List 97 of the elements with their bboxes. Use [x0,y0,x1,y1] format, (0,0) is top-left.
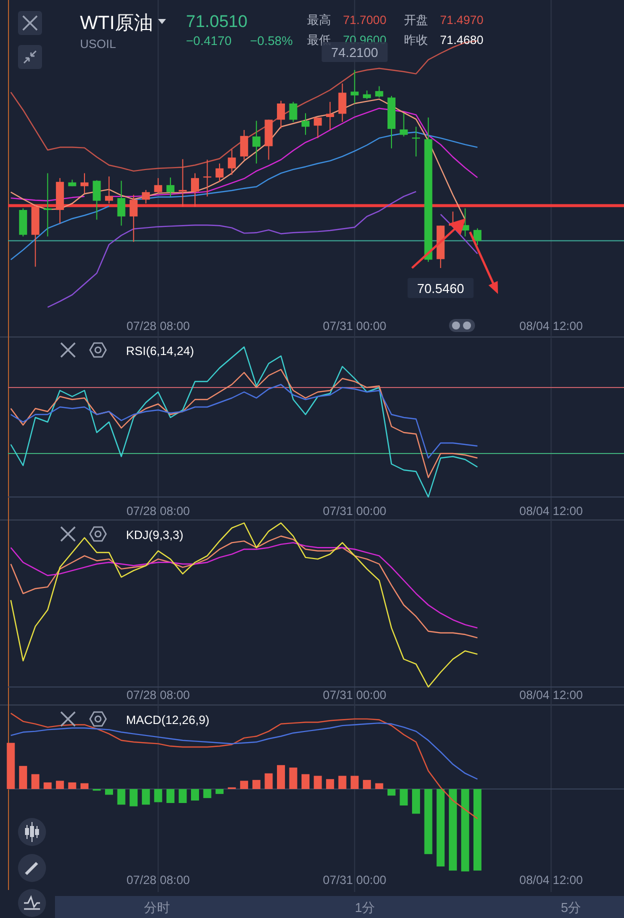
x-tick-label: 07/28 08:00 [126,319,190,333]
candlestick [314,117,322,139]
candlestick [92,180,101,220]
candlestick [302,112,310,136]
candlestick [203,159,212,197]
text: 最高 [307,13,331,27]
candlestick [338,83,346,122]
candlestick [166,177,174,197]
bar [264,773,273,789]
bar [6,742,15,789]
x-tick-label: 08/04 12:00 [519,504,584,518]
x-tick-label: 07/28 08:00 [126,688,190,702]
candlestick [252,120,260,164]
candlestick [44,172,52,237]
x-tick-label: 07/28 08:00 [126,873,190,887]
text: 70.9600 [343,33,387,47]
bar [191,789,199,801]
text: 71.0510 [186,12,248,31]
x-tick-label: 07/31 00:00 [322,688,387,702]
candlestick [154,178,162,194]
bar [302,774,310,789]
bar [424,789,432,854]
bar [142,789,150,805]
bar [362,780,371,789]
x-tick-label: 08/04 12:00 [519,688,584,702]
bar [412,789,420,814]
bar [178,789,187,804]
bar [105,789,114,795]
candlestick [412,126,420,157]
text: 71.7000 [343,13,387,27]
text: −0.58% [250,34,293,48]
annotation: 74.2100 [331,45,378,60]
bar [117,789,126,805]
text: 最低 [307,33,331,47]
candlestick [117,180,126,226]
candlestick [130,194,138,242]
candlestick [216,162,224,182]
annotation: 70.5460 [417,281,464,296]
x-tick-label: 07/31 00:00 [322,873,387,887]
bar [166,789,174,804]
chart-subtitle: USOIL [80,37,116,51]
candlestick [350,70,359,104]
bar [56,780,64,789]
bar [400,789,408,806]
chart-title: MACD(12,26,9) [126,713,210,727]
text: KDJ(9,3,3) [126,528,184,542]
candlestick [375,86,384,98]
x-tick-label: 07/31 00:00 [322,504,387,518]
bar [473,789,482,871]
bar [19,766,28,789]
text: 开盘 [404,13,428,27]
candlestick [80,172,88,194]
bar [252,780,260,789]
bar [216,789,224,794]
x-tick-label: 08/04 12:00 [519,873,584,887]
x-tick-label: 07/31 00:00 [322,319,387,333]
bar [154,789,162,802]
text: 71.4680 [440,33,484,47]
bar [80,783,88,789]
bar [338,776,346,789]
text: 分时 [144,900,170,915]
candlestick [289,101,298,122]
chart-title: RSI(6,14,24) [126,344,194,358]
bar [461,789,470,872]
bar [387,789,396,796]
text: −0.4170 [186,34,232,48]
bar [314,776,322,789]
bar [240,780,248,789]
bar [203,789,212,798]
candlestick [142,189,150,204]
x-tick-label: 08/04 12:00 [519,319,584,333]
bar [31,774,40,789]
candlestick [191,172,199,208]
candlestick [326,101,334,130]
bar [44,782,52,789]
candlestick [400,112,408,137]
bar [375,783,384,789]
candlestick [473,228,482,246]
candlestick [105,176,114,204]
text: 71.4970 [440,13,484,27]
candlestick [178,158,187,208]
bar [130,789,138,806]
candlestick [276,100,285,129]
candlestick [228,148,236,176]
bar [289,768,298,789]
text: 1分 [354,900,376,915]
bar [326,779,334,789]
bar [350,776,359,789]
x-tick-label: 07/28 08:00 [126,504,190,518]
candlestick [240,129,248,160]
bar [68,782,76,789]
text: 5分 [560,900,582,915]
bar [436,789,445,866]
text: 昨收 [404,33,428,47]
bar [448,789,457,871]
bar [276,765,285,789]
chart-title: WTI原油 [80,13,153,34]
